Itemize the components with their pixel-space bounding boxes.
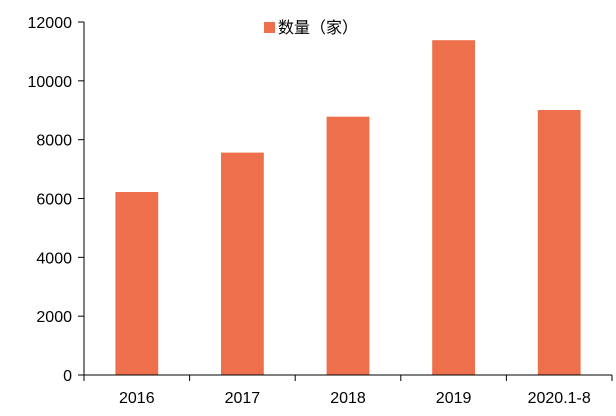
y-tick-label: 6000 xyxy=(36,192,72,209)
bar-2017 xyxy=(221,152,264,375)
y-tick-label: 8000 xyxy=(36,133,72,150)
x-tick-label: 2018 xyxy=(330,390,366,407)
x-tick-label: 2016 xyxy=(119,390,155,407)
x-tick-label: 2017 xyxy=(225,390,261,407)
x-tick-label: 2020.1-8 xyxy=(528,390,591,407)
x-tick-label: 2019 xyxy=(436,390,472,407)
y-tick-label: 0 xyxy=(63,368,72,385)
y-tick-label: 12000 xyxy=(28,15,73,32)
bars xyxy=(115,40,581,375)
y-tick-label: 2000 xyxy=(36,309,72,326)
legend: 数量（家） xyxy=(264,18,358,37)
bar-2016 xyxy=(115,192,159,375)
y-tick-label: 4000 xyxy=(36,250,72,267)
y-axis: 0 2000 4000 6000 8000 10000 12000 xyxy=(28,15,85,385)
bar-2020.1-8 xyxy=(537,110,581,375)
bar-2019 xyxy=(432,40,475,375)
x-axis: 2016 2017 2018 2019 2020.1-8 xyxy=(83,374,613,407)
y-tick-label: 10000 xyxy=(28,74,73,91)
legend-label: 数量（家） xyxy=(278,18,358,37)
bar-2018 xyxy=(326,116,370,375)
legend-swatch xyxy=(264,22,275,33)
